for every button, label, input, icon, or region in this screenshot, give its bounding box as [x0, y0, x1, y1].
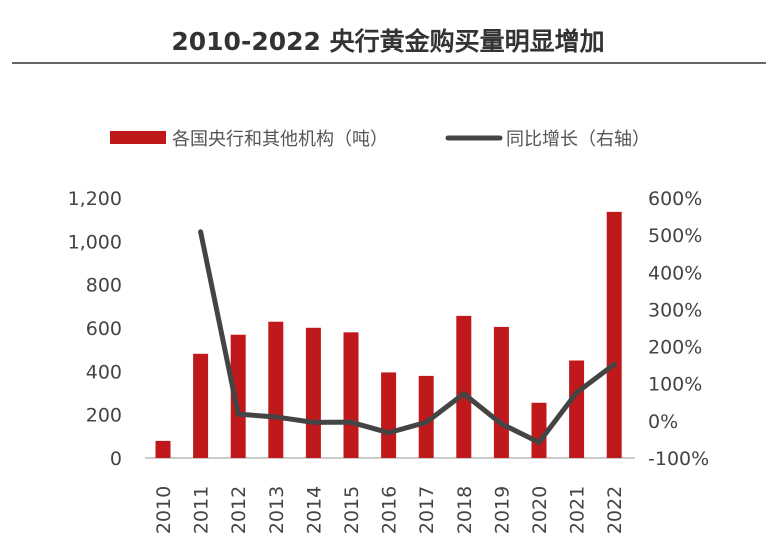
right-tick-label: 200% — [648, 337, 702, 359]
bar-2017 — [418, 375, 434, 458]
right-tick-label: 300% — [648, 299, 702, 321]
x-tick-label: 2017 — [416, 486, 438, 534]
bar-2015 — [343, 332, 359, 458]
left-tick-label: 400 — [86, 361, 122, 383]
x-tick-label: 2019 — [491, 486, 513, 534]
x-tick-label: 2011 — [191, 486, 213, 534]
bar-2021 — [569, 360, 585, 458]
bar-2013 — [268, 321, 284, 458]
chart-title: 2010-2022 央行黄金购买量明显增加 — [171, 27, 605, 56]
bar-2022 — [606, 211, 622, 458]
x-tick-label: 2020 — [529, 486, 551, 534]
x-tick-label: 2013 — [266, 486, 288, 534]
x-tick-label: 2014 — [303, 486, 325, 534]
right-tick-label: 500% — [648, 225, 702, 247]
left-tick-label: 1,000 — [68, 231, 122, 253]
x-tick-label: 2022 — [604, 486, 626, 534]
bar-2011 — [193, 353, 209, 458]
left-tick-label: 600 — [86, 318, 122, 340]
left-tick-label: 0 — [110, 448, 122, 470]
bar-2010 — [155, 440, 171, 458]
right-tick-label: 100% — [648, 374, 702, 396]
x-tick-label: 2018 — [454, 486, 476, 534]
growth-line — [198, 229, 617, 445]
x-tick-label: 2021 — [567, 486, 589, 534]
right-tick-label: -100% — [648, 448, 709, 470]
left-tick-label: 200 — [86, 405, 122, 427]
right-tick-label: 600% — [648, 188, 702, 210]
legend-line-label: 同比增长（右轴） — [506, 129, 650, 150]
bar-2020 — [531, 402, 547, 458]
right-tick-label: 0% — [648, 411, 678, 433]
left-tick-label: 800 — [86, 275, 122, 297]
bar-2018 — [456, 315, 472, 458]
legend-bar-swatch — [110, 131, 166, 144]
legend-bar-label: 各国央行和其他机构（吨） — [172, 129, 388, 150]
x-tick-label: 2010 — [153, 486, 175, 534]
bar-2019 — [493, 326, 509, 458]
x-tick-label: 2016 — [379, 486, 401, 534]
bar-2016 — [381, 372, 397, 458]
x-tick-label: 2012 — [228, 486, 250, 534]
x-tick-label: 2015 — [341, 486, 363, 534]
title-divider — [12, 62, 766, 64]
left-tick-label: 1,200 — [68, 188, 122, 210]
right-tick-label: 400% — [648, 262, 702, 284]
bar-2012 — [230, 334, 246, 458]
bar-2014 — [305, 327, 321, 458]
